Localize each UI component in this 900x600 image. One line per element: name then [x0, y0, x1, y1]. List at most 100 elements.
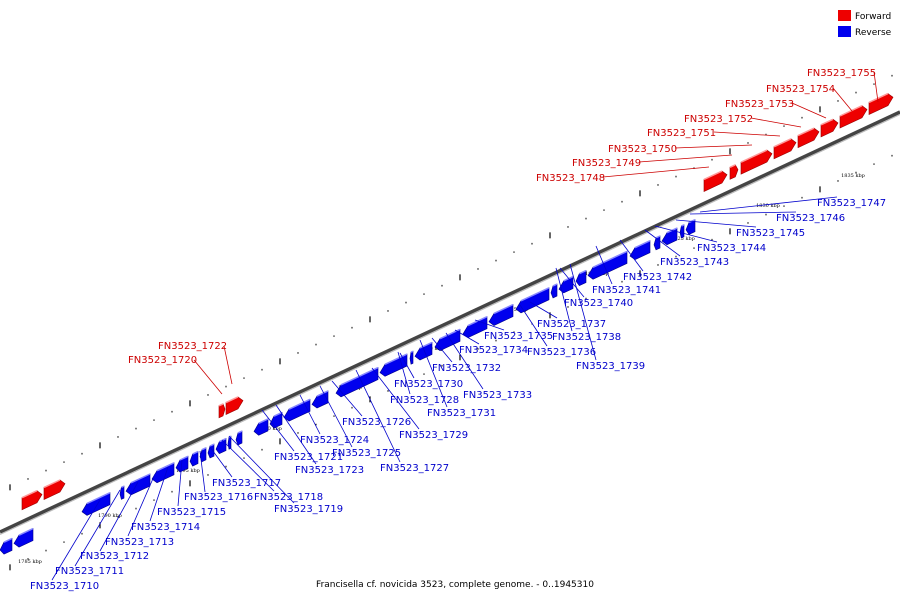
ruler-label: 1785 kbp [18, 559, 42, 565]
leader-line [397, 351, 411, 395]
leader-line [419, 339, 448, 408]
gene-label: FN3523_1755 [807, 68, 876, 79]
gene-label: FN3523_1746 [776, 213, 845, 224]
leader-line [519, 304, 548, 347]
leader-line [399, 352, 415, 379]
leader-line [51, 499, 101, 581]
leader-line [654, 225, 718, 243]
leader-line [223, 345, 233, 385]
leader-line [431, 337, 453, 363]
leader-line [221, 439, 275, 492]
forward-gene-arrow [839, 105, 868, 129]
leader-line [319, 385, 353, 448]
leader-line [371, 367, 420, 430]
leader-line [529, 301, 558, 319]
gene-label: FN3523_1718 [254, 492, 323, 503]
gene-label: FN3523_1728 [390, 395, 459, 406]
reverse-gene-arrow [434, 328, 461, 352]
legend: Forward Reverse [838, 10, 892, 38]
gene-label: FN3523_1752 [684, 114, 753, 125]
legend-forward-swatch [838, 10, 851, 21]
reverse-gene-arrow [661, 227, 678, 246]
leader-line [602, 166, 710, 178]
leader-line [713, 131, 781, 137]
leader-line [199, 450, 206, 493]
leader-line [193, 359, 223, 395]
caption: Francisella cf. novicida 3523, complete … [316, 580, 594, 590]
forward-gene-arrow [218, 403, 226, 419]
leader-line [832, 87, 853, 112]
reverse-gene-arrow [215, 437, 227, 455]
leader-line [275, 404, 317, 465]
reverse-gene-arrow [515, 287, 550, 314]
forward-gene-arrow [43, 479, 66, 500]
gene-label: FN3523_1736 [527, 347, 596, 358]
gene-label: FN3523_1716 [184, 492, 253, 503]
leader-line [331, 380, 363, 417]
reverse-gene-arrow [189, 450, 199, 467]
leader-line [791, 102, 827, 119]
gene-label: FN3523_1724 [300, 435, 369, 446]
reverse-gene-arrow [653, 235, 661, 251]
legend-reverse-label: Reverse [855, 28, 892, 38]
leader-line [149, 466, 169, 522]
gene-label: FN3523_1738 [552, 332, 621, 343]
gene-label: FN3523_1725 [332, 448, 401, 459]
gene-label: FN3523_1748 [536, 173, 605, 184]
gene-label: FN3523_1754 [766, 84, 835, 95]
reverse-gene-arrow [311, 390, 329, 409]
forward-track [21, 92, 894, 511]
gene-label: FN3523_1739 [576, 361, 645, 372]
leader-line [555, 267, 573, 332]
reverse-gene-arrow [13, 527, 34, 548]
leader-line [177, 459, 183, 507]
leader-line [454, 329, 480, 345]
leader-line [569, 263, 597, 361]
gene-label: FN3523_1717 [212, 478, 281, 489]
leader-line [595, 245, 613, 285]
reverse-gene-arrow [558, 275, 574, 294]
reverse-gene-arrow [235, 430, 243, 446]
gene-labels: FN3523_1720 FN3523_1722 FN3523_1748 FN3523_… [30, 68, 886, 592]
genome-backbone [0, 110, 900, 536]
gene-label: FN3523_1730 [394, 379, 463, 390]
forward-gene-arrow [21, 490, 43, 511]
forward-gene-arrow [225, 396, 244, 416]
forward-gene-arrow [729, 164, 739, 180]
gene-label: FN3523_1710 [30, 581, 99, 592]
forward-gene-arrow [773, 138, 797, 160]
reverse-gene-arrow [488, 303, 514, 326]
legend-forward-label: Forward [855, 12, 891, 22]
ruler-label: 1790 kbp [98, 513, 122, 519]
reverse-gene-arrow [335, 366, 379, 398]
ruler-label: 1815 kbp [504, 307, 528, 313]
gene-label: FN3523_1712 [80, 551, 149, 562]
leader-line [644, 229, 681, 257]
forward-gene-arrow [703, 170, 728, 192]
gene-label: FN3523_1740 [564, 298, 633, 309]
leader-line [299, 394, 321, 435]
reverse-gene-arrow [679, 224, 685, 239]
reverse-gene-arrow [587, 250, 628, 280]
leader-line [750, 117, 802, 128]
gene-label: FN3523_1714 [131, 522, 200, 533]
gene-label: FN3523_1750 [608, 144, 677, 155]
gene-label: FN3523_1726 [342, 417, 411, 428]
reverse-gene-arrow [207, 443, 215, 459]
reverse-gene-arrow [283, 398, 311, 422]
ruler-label: 1835 kbp [841, 173, 865, 179]
leader-line [638, 154, 733, 163]
ruler-label: 1800 kbp [258, 426, 282, 432]
leader-line [873, 71, 879, 103]
gene-label: FN3523_1733 [463, 390, 532, 401]
leader-line [261, 409, 295, 452]
legend-reverse-swatch [838, 26, 851, 37]
leader-line [474, 319, 505, 331]
reverse-gene-arrow [0, 537, 13, 555]
leader-line [209, 446, 233, 478]
ruler-label: 1795 kbp [176, 468, 200, 474]
leader-line [127, 473, 156, 537]
leader-line [689, 211, 797, 215]
ruler-label: 1830 kbp [756, 203, 780, 209]
gene-label: FN3523_1722 [158, 341, 227, 352]
